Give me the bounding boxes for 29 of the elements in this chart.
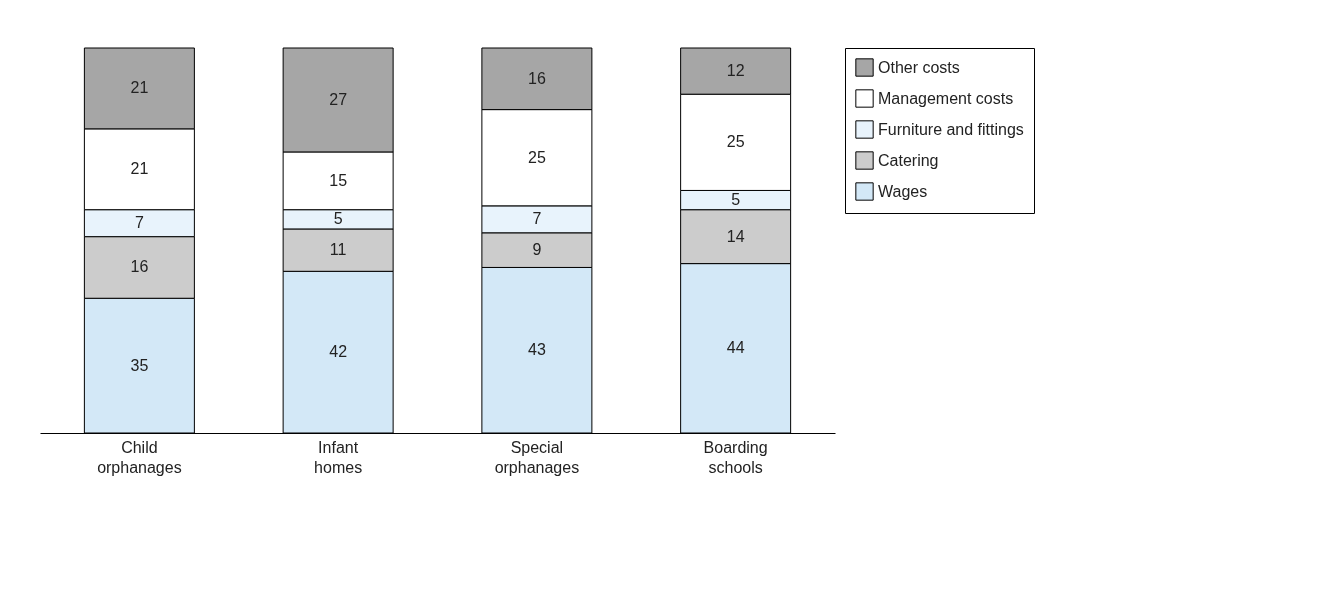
data-label: 5 [333, 210, 343, 228]
x-tick-label: Special orphanages [494, 438, 580, 476]
data-label: 21 [130, 79, 149, 97]
data-label: 42 [329, 343, 348, 361]
data-label: 7 [532, 210, 542, 228]
data-label: 35 [130, 356, 149, 374]
data-label: 15 [329, 171, 348, 189]
data-label: 16 [130, 258, 149, 276]
data-label: 5 [731, 191, 741, 209]
data-label: 27 [329, 90, 348, 108]
data-label: 12 [726, 62, 745, 80]
data-label: 9 [532, 241, 542, 259]
data-label: 25 [726, 133, 745, 151]
legend-label: Catering [878, 151, 939, 169]
data-label: 21 [130, 160, 149, 178]
data-label: 44 [726, 339, 745, 357]
legend-label: Wages [878, 182, 928, 200]
data-label: 25 [527, 148, 546, 166]
data-label: 7 [134, 214, 144, 232]
data-label: 11 [329, 241, 347, 259]
legend-label: Furniture and fittings [878, 120, 1024, 138]
legend-label: Other costs [878, 58, 960, 76]
data-label: 14 [726, 227, 745, 245]
x-tick-label: Infant homes [314, 438, 363, 476]
data-label: 16 [527, 69, 546, 87]
legend-label: Management costs [878, 89, 1014, 107]
x-tick-label: Boarding schools [703, 438, 768, 476]
data-label: 43 [527, 341, 546, 359]
x-tick-label: Child orphanages [97, 438, 182, 476]
